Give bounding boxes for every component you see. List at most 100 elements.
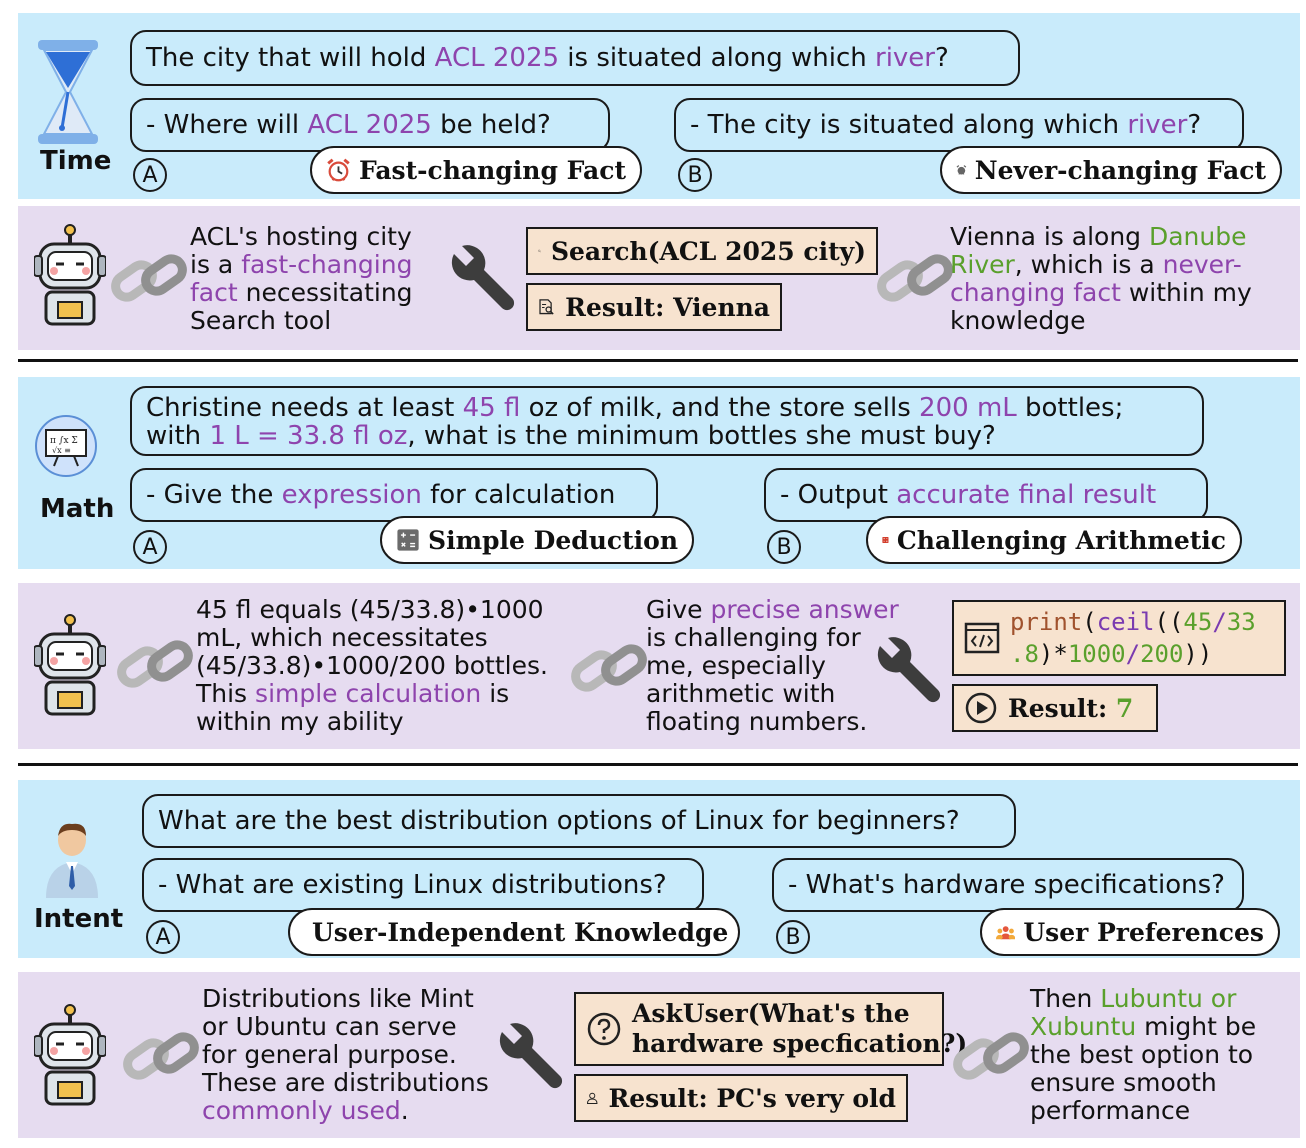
time-reasoning-b-line1: Vienna is along Danube: [950, 223, 1252, 251]
search-icon: [538, 249, 541, 253]
time-question-highlight-acl: ACL 2025: [434, 43, 560, 73]
code-token: 45: [1183, 608, 1213, 636]
intent-reasoning-a-line5-text: .: [400, 1096, 409, 1125]
svg-text:√x ≡: √x ≡: [52, 446, 71, 455]
time-question-highlight-river: river: [875, 43, 935, 73]
intent-reasoning-b-line1: Then Lubuntu or: [1030, 985, 1256, 1013]
time-pill-never-changing: Never-changing Fact: [940, 146, 1282, 194]
math-reasoning-a: 45 fl equals (45/33.8)•1000 mL, which ne…: [196, 596, 548, 736]
section-divider: [18, 359, 1298, 362]
code-icon: [964, 622, 1000, 654]
intent-reasoning-a: Distributions like Mint or Ubuntu can se…: [202, 985, 489, 1125]
math-code-line2: .8)*1000/200)): [1010, 638, 1256, 670]
intent-option-b-text: - What's hardware specifications?: [788, 870, 1225, 900]
code-token: )*: [1038, 640, 1068, 668]
time-reasoning-b-line3-text: within my: [1120, 278, 1252, 307]
time-search-tool: Search(ACL 2025 city): [526, 227, 878, 275]
time-search-result: Result: Vienna: [526, 283, 782, 331]
intent-reasoning-a-line3: for general purpose.: [202, 1040, 457, 1069]
time-reasoning-a: ACL's hosting city is a fast-changing fa…: [190, 223, 413, 335]
math-code-line1: print(ceil((45/33: [1010, 606, 1256, 638]
math-option-b-text-1: - Output: [780, 480, 897, 510]
math-label: Math: [40, 494, 115, 524]
math-pill-simple-deduction: Simple Deduction: [380, 516, 694, 564]
time-reasoning-a-line1: ACL's hosting city: [190, 222, 412, 251]
math-reasoning-a-line4-text-2: is: [481, 679, 510, 708]
math-option-a-text-2: for calculation: [421, 480, 616, 510]
time-reasoning-a-highlight-1: fast-changing: [241, 250, 413, 279]
wrench-icon: [451, 245, 515, 311]
intent-askuser-tool: AskUser(What's the hardware specfication…: [574, 992, 967, 1066]
math-question-text-1: Christine needs at least: [146, 393, 463, 423]
intent-pill-b-label: User Preferences: [1023, 917, 1264, 947]
group-color-icon: [996, 926, 1016, 940]
time-option-a-marker: A: [133, 158, 167, 192]
time-reasoning-a-line2-text: is a: [190, 250, 242, 279]
math-reasoning-a-line4-text-1: This: [196, 679, 256, 708]
math-reasoning-a-line4: This simple calculation is: [196, 680, 548, 708]
time-pill-fast-changing: Fast-changing Fact: [310, 146, 642, 194]
alarm-clock-gray-icon: [956, 165, 967, 175]
math-question-text-5: , what is the minimum bottles she must b…: [407, 421, 996, 451]
intent-option-a-text: - What are existing Linux distributions?: [158, 870, 667, 900]
math-option-a-bubble: - Give the expression for calculation: [130, 468, 658, 522]
chain-link-icon: [571, 644, 647, 692]
document-search-icon: [539, 299, 554, 315]
intent-option-a-bubble: - What are existing Linux distributions?: [142, 858, 704, 912]
chain-link-icon: [953, 1032, 1029, 1080]
time-search-result-label: Result: Vienna: [565, 292, 770, 322]
code-token: )): [1183, 640, 1213, 668]
code-token: /: [1125, 640, 1141, 668]
math-question-line1: Christine needs at least 45 fl oz of mil…: [146, 394, 1188, 422]
math-reasoning-a-line1: 45 fl equals (45/33.8)•1000: [196, 595, 544, 624]
time-reasoning-b-line3: changing fact within my: [950, 279, 1252, 307]
user-avatar-icon: [46, 823, 98, 898]
math-option-a-highlight: expression: [281, 480, 422, 510]
question-icon: [587, 1012, 621, 1046]
chain-link-icon: [877, 254, 953, 302]
math-reasoning-a-highlight: simple calculation: [255, 679, 482, 708]
time-reasoning-b-green-1: Danube: [1148, 222, 1247, 251]
math-question-text-2: oz of milk, and the store sells: [520, 393, 920, 423]
chain-link-icon: [117, 640, 193, 688]
intent-reasoning-a-line4: These are distributions: [202, 1068, 489, 1097]
math-pill-challenging-arithmetic: Challenging Arithmetic: [866, 516, 1242, 564]
intent-askuser-line2: hardware specfication?): [632, 1029, 968, 1058]
code-token: 33: [1226, 608, 1256, 636]
math-question-text-3: bottles;: [1016, 393, 1124, 423]
code-token: .8: [1010, 640, 1039, 668]
code-token: 200: [1140, 640, 1184, 668]
math-reasoning-b: Give precise answer is challenging for m…: [646, 596, 899, 736]
math-question-text-4: with: [146, 421, 210, 451]
intent-reasoning-a-highlight: commonly used: [202, 1096, 401, 1125]
intent-reasoning-b-line4: ensure smooth: [1030, 1068, 1217, 1097]
time-option-a-text-1: - Where will: [146, 110, 308, 140]
time-reasoning-a-highlight-2: fact: [190, 278, 238, 307]
intent-option-b-bubble: - What's hardware specifications?: [772, 858, 1244, 912]
math-result-value: 7: [1115, 693, 1134, 723]
math-question-highlight-2: 200 mL: [919, 393, 1017, 423]
intent-question-bubble: What are the best distribution options o…: [142, 794, 1016, 848]
math-pill-a-label: Simple Deduction: [428, 525, 678, 555]
intent-pill-a-label: User-Independent Knowledge: [312, 917, 729, 947]
chain-link-icon: [123, 1032, 199, 1080]
time-reasoning-b-line4: knowledge: [950, 306, 1086, 335]
calculator-gray-icon: [397, 529, 419, 551]
time-reasoning-a-line2: is a fast-changing: [190, 251, 413, 279]
code-token: (: [1082, 608, 1097, 636]
math-reasoning-b-line1: Give precise answer: [646, 596, 899, 624]
time-question-bubble: The city that will hold ACL 2025 is situ…: [130, 30, 1020, 86]
math-option-b-bubble: - Output accurate final result: [764, 468, 1208, 522]
intent-label: Intent: [34, 904, 124, 934]
math-reasoning-b-highlight: precise answer: [710, 595, 899, 624]
math-code-result: Result: 7: [952, 684, 1158, 732]
intent-pill-user-independent: User-Independent Knowledge: [288, 908, 740, 956]
intent-askuser-line1: AskUser(What's the: [632, 999, 910, 1028]
time-option-b-marker: B: [678, 158, 712, 192]
wrench-icon: [499, 1023, 563, 1089]
time-reasoning-a-line3-text: necessitating: [237, 278, 413, 307]
math-reasoning-a-line5: within my ability: [196, 707, 404, 736]
time-question-text-3: ?: [935, 43, 949, 73]
time-option-b-highlight: river: [1127, 110, 1188, 140]
math-reasoning-b-line4: arithmetic with: [646, 679, 836, 708]
